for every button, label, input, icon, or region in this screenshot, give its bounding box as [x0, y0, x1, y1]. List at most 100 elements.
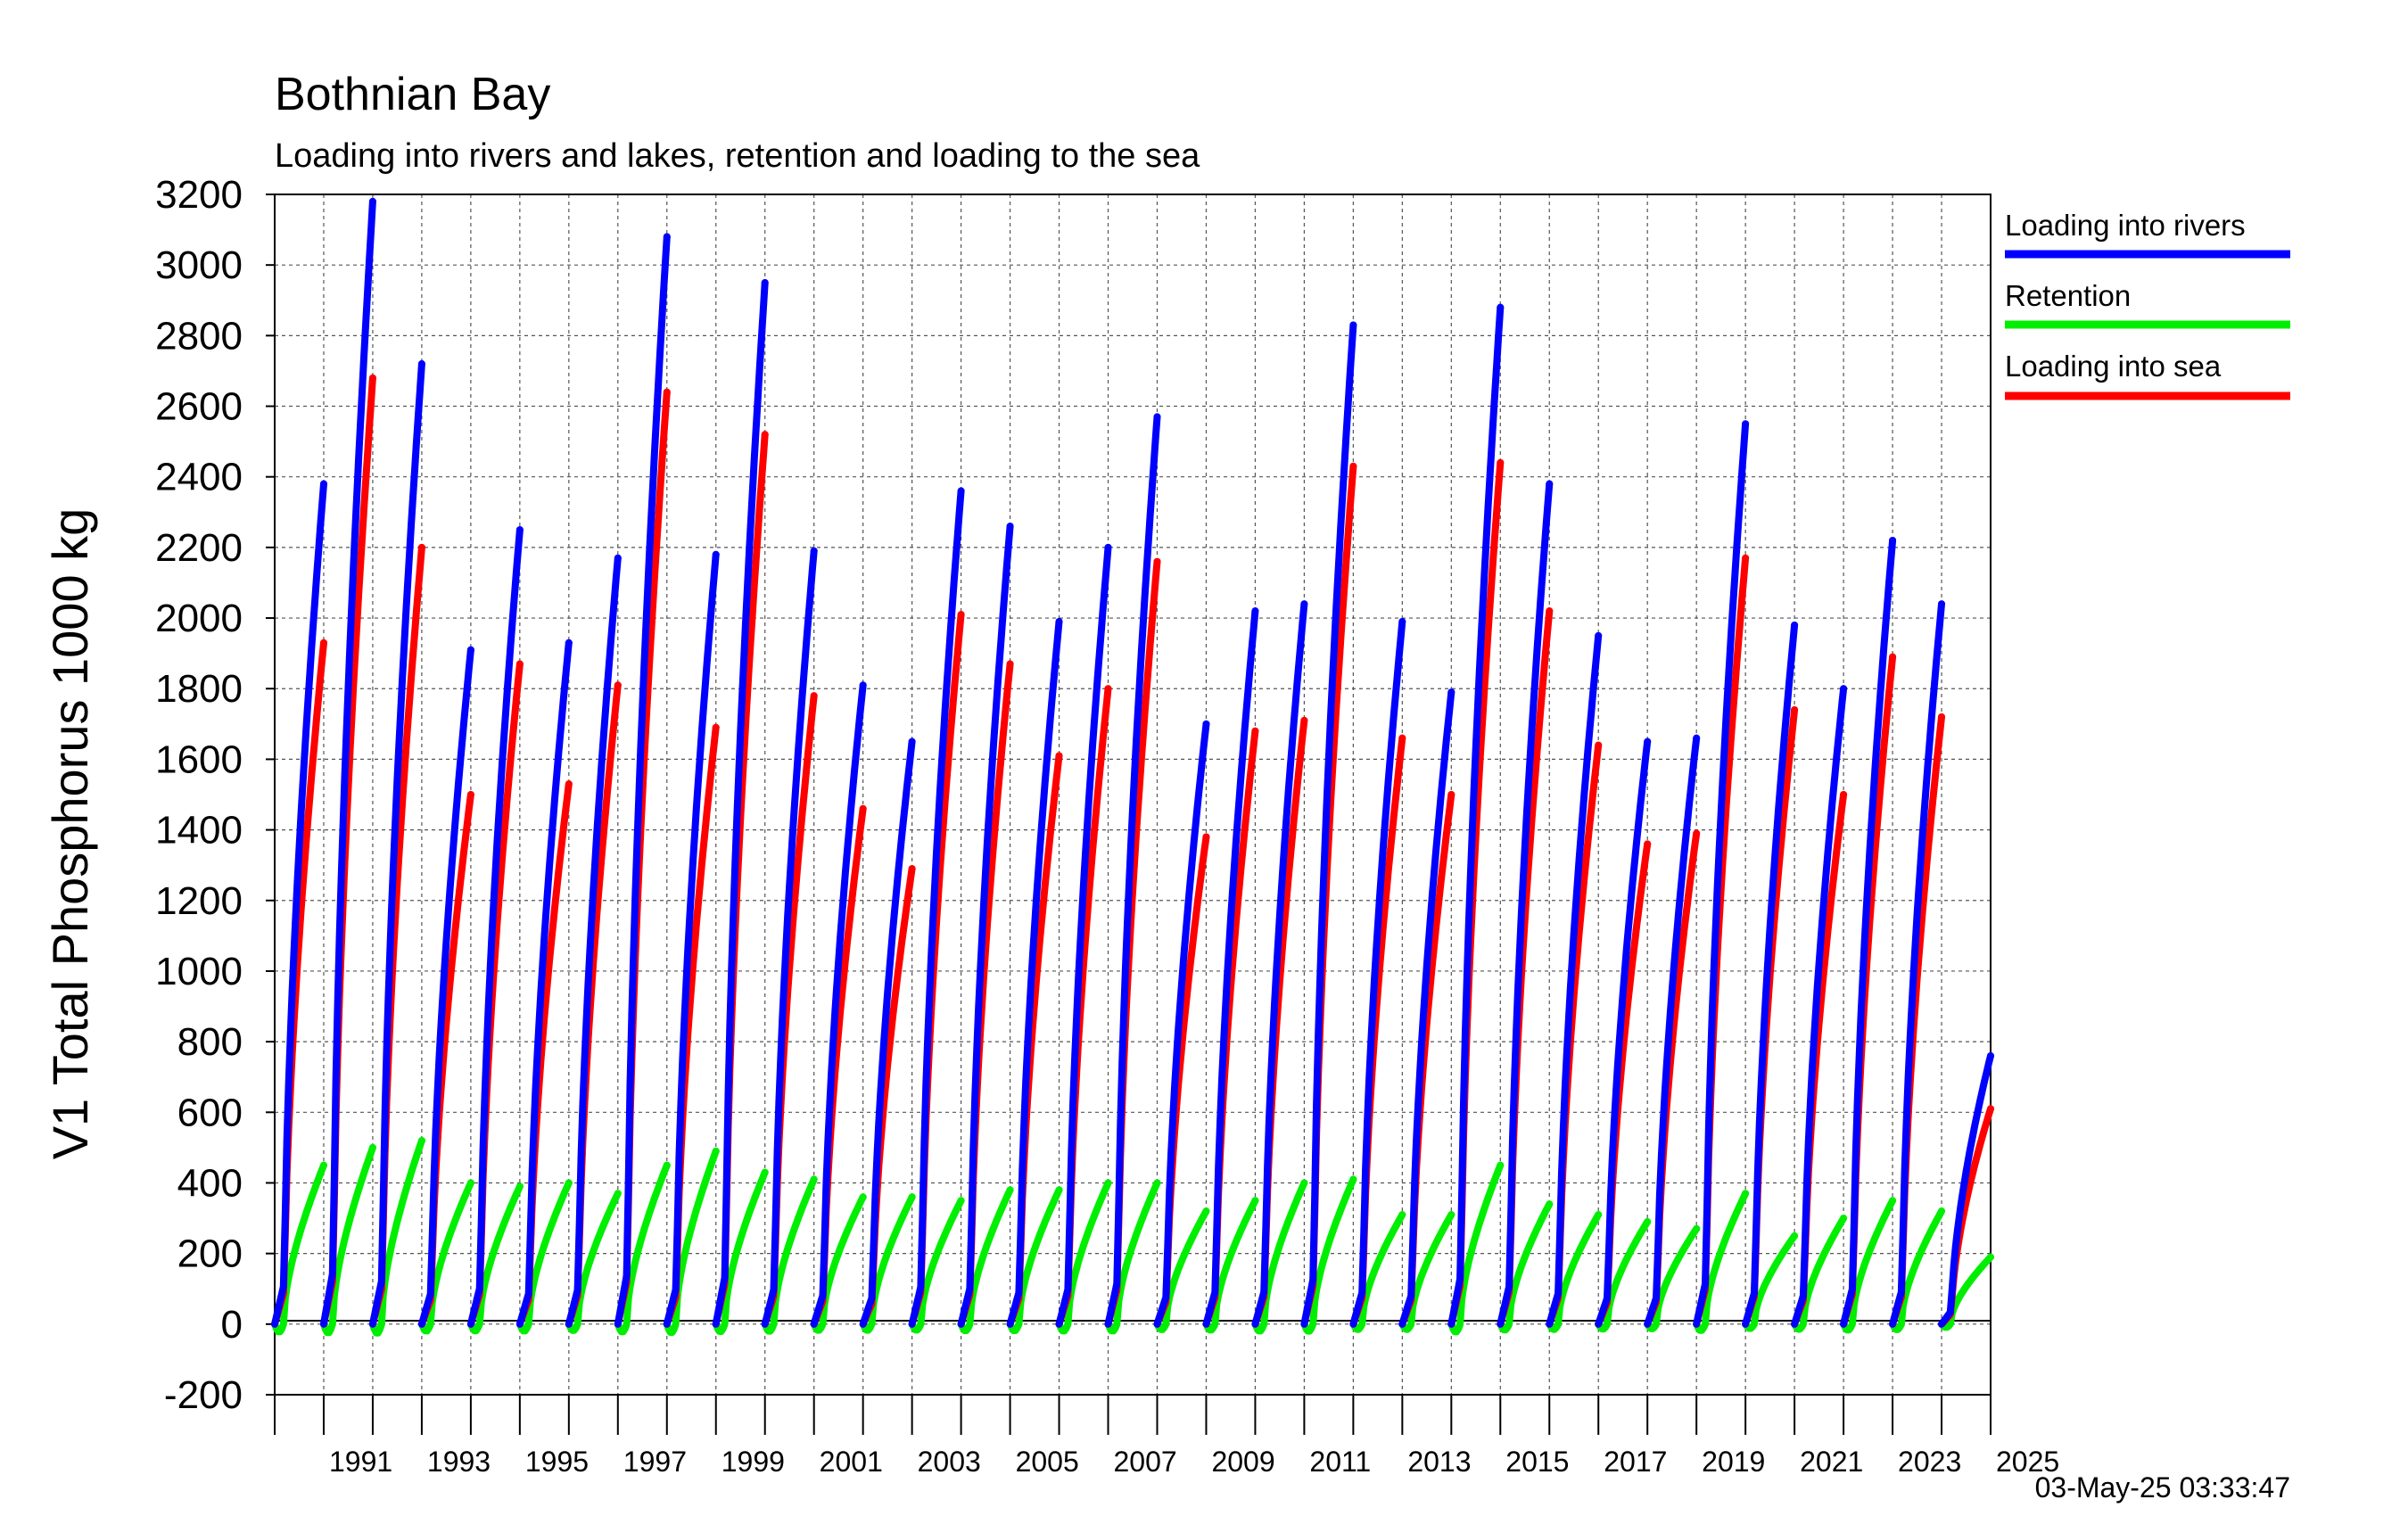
series-line-segment — [1300, 1175, 1357, 1335]
data-point — [1742, 554, 1750, 562]
series-line-segment — [1006, 1186, 1063, 1334]
data-point — [1644, 1218, 1652, 1226]
series-line-segment — [320, 1143, 376, 1337]
series-line-segment — [712, 1168, 769, 1335]
data-point — [1595, 741, 1603, 749]
data-point — [761, 278, 769, 286]
plot-frame — [274, 194, 1992, 1396]
y-tick-label: -200 — [164, 1373, 243, 1417]
x-tick-label: 2011 — [1309, 1446, 1371, 1478]
series-line-segment — [515, 1179, 573, 1335]
x-tick-label: 1999 — [722, 1446, 785, 1478]
data-point — [319, 480, 327, 488]
data-point — [663, 233, 671, 241]
data-point — [1742, 420, 1750, 428]
data-point — [1644, 840, 1652, 848]
data-point — [466, 791, 474, 798]
y-tick-label: 2400 — [155, 456, 243, 499]
legend-label-loading-into-sea: Loading into sea — [2005, 350, 2222, 383]
x-tick-label: 2021 — [1800, 1446, 1863, 1478]
data-point — [1398, 618, 1406, 626]
data-point — [614, 1190, 622, 1198]
series-line-segment — [1693, 420, 1750, 1328]
data-point — [1104, 1179, 1112, 1187]
series-line-segment — [957, 523, 1014, 1328]
data-point — [1055, 618, 1063, 626]
series-line-segment — [1447, 303, 1505, 1328]
series-line-segment — [908, 487, 965, 1328]
data-point — [1791, 705, 1799, 713]
series-line-segment — [368, 360, 425, 1328]
data-point — [1251, 1197, 1259, 1205]
series-line-segment — [1447, 1161, 1505, 1336]
data-point — [1251, 607, 1259, 615]
series-line-segment — [368, 1137, 425, 1337]
data-point — [368, 374, 376, 382]
y-axis-label: V1 Total Phosphorus 1000 kg — [42, 508, 98, 1160]
series-line-segment — [859, 1193, 916, 1334]
data-point — [1791, 1232, 1799, 1240]
data-point — [1840, 685, 1848, 693]
y-tick-label: 800 — [177, 1020, 243, 1064]
data-point — [1006, 1186, 1014, 1194]
data-point — [908, 1193, 916, 1201]
series-line-segment — [466, 1182, 524, 1335]
data-point — [1693, 1224, 1701, 1232]
y-tick-label: 2600 — [155, 385, 243, 429]
legend-label-loading-into-rivers: Loading into rivers — [2005, 209, 2246, 242]
data-point — [614, 681, 622, 689]
series-line-segment — [320, 197, 376, 1328]
data-point — [1447, 791, 1456, 798]
data-point — [1006, 660, 1014, 668]
data-point — [1497, 303, 1505, 311]
series-line-segment — [1644, 1224, 1701, 1332]
data-point — [417, 360, 425, 368]
data-point — [1546, 1200, 1554, 1208]
series-line-segment — [1693, 1190, 1750, 1334]
x-tick-label: 1995 — [525, 1446, 589, 1478]
series-line-segment — [1840, 537, 1897, 1328]
x-axis-ticks: 1991 1993 1995 1997 1999 2001 2003 2005 2007 2009… — [274, 1395, 2059, 1478]
data-point — [712, 723, 720, 731]
series-line-segment — [1055, 543, 1112, 1328]
series-line-segment — [1104, 1179, 1161, 1335]
series-line-segment — [1251, 600, 1308, 1328]
y-tick-label: 1400 — [155, 809, 243, 853]
data-point — [1300, 716, 1308, 724]
series-line-segment — [466, 526, 524, 1328]
x-tick-label: 2015 — [1505, 1446, 1569, 1478]
data-point — [1202, 1207, 1210, 1215]
data-point — [368, 1143, 376, 1151]
series-line-segment — [1300, 321, 1357, 1328]
data-point — [1447, 688, 1456, 696]
data-point — [1349, 1175, 1357, 1183]
series-line-segment — [515, 639, 573, 1328]
data-point — [1497, 458, 1505, 466]
data-point — [663, 1161, 671, 1169]
y-tick-label: 2800 — [155, 314, 243, 358]
y-tick-label: 200 — [177, 1232, 243, 1276]
chart-subtitle: Loading into rivers and lakes, retention… — [275, 137, 1200, 175]
data-point — [1349, 321, 1357, 329]
series-line-segment — [565, 1190, 622, 1334]
series-line-segment — [1251, 1179, 1308, 1335]
data-point — [466, 1179, 474, 1187]
data-point — [515, 526, 524, 534]
series-line-segment — [1595, 737, 1652, 1328]
series-line-segment — [1889, 1207, 1945, 1333]
series-line-segment — [271, 1161, 327, 1336]
series-line-segment — [1153, 720, 1210, 1328]
data-point — [1153, 1179, 1161, 1187]
data-point — [1055, 1186, 1063, 1194]
series-line-segment — [565, 554, 622, 1328]
legend-item-retention: Retention — [2005, 279, 2290, 329]
data-point — [663, 388, 671, 396]
data-point — [1300, 600, 1308, 608]
x-tick-label: 1993 — [427, 1446, 491, 1478]
data-point — [761, 1168, 769, 1176]
data-point — [1398, 734, 1406, 742]
series-line-segment — [1153, 1207, 1210, 1333]
data-point — [319, 1161, 327, 1169]
series-line-segment — [1497, 480, 1554, 1328]
y-tick-label: 1600 — [155, 737, 243, 781]
